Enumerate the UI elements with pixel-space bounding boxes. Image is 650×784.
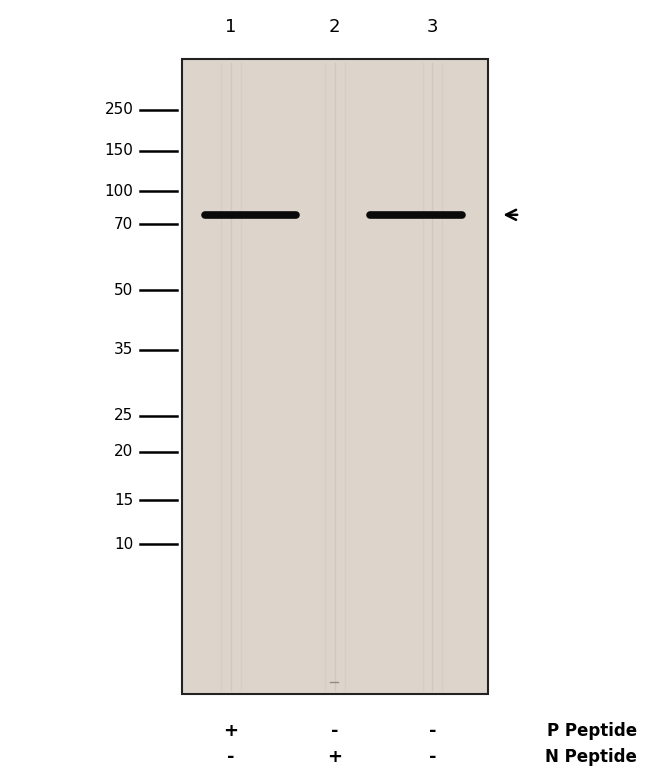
Text: 15: 15	[114, 492, 133, 508]
Text: 3: 3	[426, 19, 438, 36]
Text: 2: 2	[329, 19, 341, 36]
Text: -: -	[428, 722, 436, 739]
Text: -: -	[227, 748, 235, 765]
Text: -: -	[428, 748, 436, 765]
Text: 35: 35	[114, 342, 133, 358]
Text: -: -	[331, 722, 339, 739]
Text: 20: 20	[114, 444, 133, 459]
Text: P Peptide: P Peptide	[547, 722, 637, 739]
Text: +: +	[223, 722, 239, 739]
Text: 250: 250	[105, 102, 133, 118]
Text: 70: 70	[114, 216, 133, 232]
Text: N Peptide: N Peptide	[545, 748, 637, 765]
Text: 50: 50	[114, 282, 133, 298]
Text: 100: 100	[105, 183, 133, 199]
Text: 25: 25	[114, 408, 133, 423]
Text: +: +	[327, 748, 343, 765]
Bar	[182, 59, 488, 694]
Text: 150: 150	[105, 143, 133, 158]
Text: 10: 10	[114, 536, 133, 552]
Text: 1: 1	[225, 19, 237, 36]
